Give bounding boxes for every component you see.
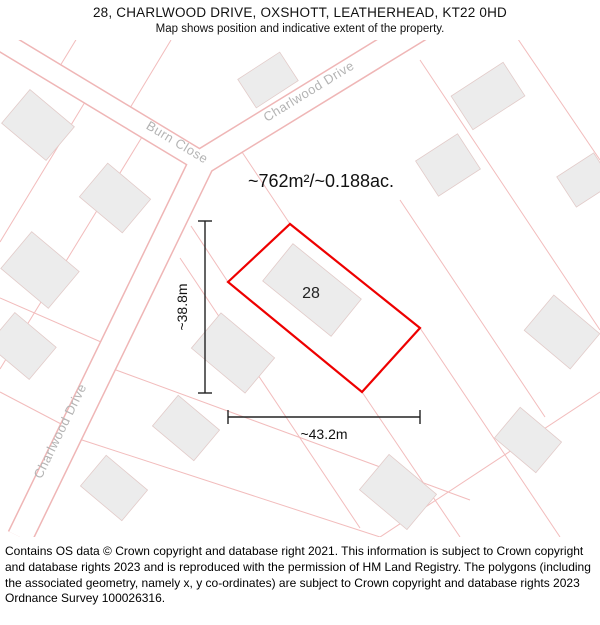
parcel-boundary-line: [81, 439, 381, 537]
map-svg: Burn Close Charlwood Drive Charlwood Dri…: [0, 40, 600, 537]
plot-number: 28: [302, 285, 320, 302]
building: [493, 406, 563, 474]
height-dimension: ~38.8m: [174, 220, 212, 394]
area-label: ~762m²/~0.188ac.: [248, 171, 394, 191]
page-subtitle: Map shows position and indicative extent…: [155, 23, 445, 35]
parcel-boundary-line: [517, 40, 600, 161]
parcel-boundary-line: [419, 327, 561, 537]
copyright-notice: Contains OS data © Crown copyright and d…: [5, 544, 591, 606]
header: 28, CHARLWOOD DRIVE, OXSHOTT, LEATHERHEA…: [0, 0, 600, 40]
building: [190, 312, 276, 394]
buildings: [0, 51, 600, 531]
parcel-boundary-line: [129, 40, 172, 109]
building: [450, 61, 526, 131]
parcel-boundary-line: [419, 59, 600, 331]
building: [0, 311, 57, 381]
parcel-boundary-line: [0, 391, 64, 426]
parcel-boundary-line: [241, 151, 291, 225]
width-dimension-label: ~43.2m: [300, 426, 347, 442]
property-outline: [226, 222, 422, 394]
building: [78, 162, 152, 234]
building: [1, 88, 75, 162]
building: [79, 454, 149, 522]
parcel-boundary-line: [361, 391, 461, 537]
building: [151, 394, 221, 462]
width-dimension: ~43.2m: [227, 410, 421, 442]
building: [523, 294, 600, 370]
parcel-boundary-line: [0, 297, 102, 343]
page-title: 28, CHARLWOOD DRIVE, OXSHOTT, LEATHERHEA…: [92, 5, 508, 20]
parcel-boundary-line: [59, 40, 77, 67]
roads: [0, 40, 427, 537]
parcel-boundary-line: [179, 257, 361, 529]
height-dimension-label: ~38.8m: [174, 283, 190, 330]
building: [358, 453, 438, 531]
parcel-boundary-line: [399, 199, 546, 418]
map-container: Burn Close Charlwood Drive Charlwood Dri…: [0, 40, 600, 537]
building: [262, 243, 362, 337]
road-burn-close: [0, 40, 207, 171]
parcel-boundary-line: [190, 225, 229, 283]
building: [415, 133, 481, 197]
building: [556, 152, 600, 208]
building: [0, 231, 80, 309]
building: [237, 51, 299, 109]
